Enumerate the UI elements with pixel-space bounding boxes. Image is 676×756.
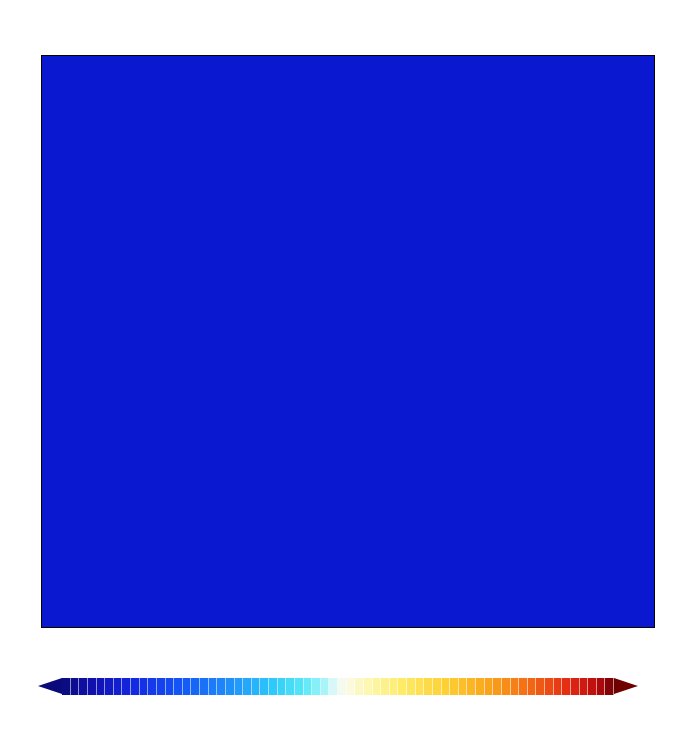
colorbar-segment [476, 678, 485, 695]
colorbar-segment [70, 678, 80, 695]
colorbar-segment [596, 678, 606, 695]
colorbar-segment [493, 678, 502, 695]
colorbar-segment [527, 678, 537, 695]
colorbar-segment [407, 678, 416, 695]
colorbar-segment [105, 678, 114, 695]
colorbar-segment [519, 678, 528, 695]
colorbar-segment [579, 678, 589, 695]
colorbar-segment [200, 678, 209, 695]
colorbar-segment [269, 678, 278, 695]
colorbar-segment [165, 678, 175, 695]
colorbar-segment [338, 678, 347, 695]
colorbar-over-cap [614, 678, 638, 694]
colorbar-segment [208, 678, 218, 695]
colorbar-segment [320, 678, 330, 695]
colorbar-segment [294, 678, 304, 695]
colorbar-segment [510, 678, 520, 695]
colorbar-segment [139, 678, 149, 695]
colorbar-segment [570, 678, 580, 695]
colorbar-segment [243, 678, 252, 695]
colorbar-segment [355, 678, 364, 695]
temperature-anomaly-field [42, 56, 654, 627]
colorbar-segment [217, 678, 226, 695]
coastline-and-streamline-overlay [42, 56, 655, 628]
colorbar-segment [329, 678, 338, 695]
colorbar-segment [605, 678, 614, 695]
colorbar-segment [62, 678, 71, 695]
colorbar-segment [588, 678, 597, 695]
colorbar-segment [148, 678, 157, 695]
colorbar-gradient [62, 678, 614, 695]
colorbar-segment [545, 678, 554, 695]
colorbar-segment [79, 678, 88, 695]
colorbar-segment [389, 678, 399, 695]
colorbar-segment [251, 678, 261, 695]
colorbar-segment [174, 678, 183, 695]
colorbar-segment [363, 678, 373, 695]
colorbar-segment [441, 678, 451, 695]
colorbar-segment [234, 678, 244, 695]
colorbar-under-cap [38, 678, 62, 694]
colorbar-segment [398, 678, 407, 695]
colorbar-segment [286, 678, 295, 695]
colorbar-segment [96, 678, 106, 695]
colorbar-segment [182, 678, 192, 695]
colorbar-segment [484, 678, 494, 695]
colorbar[interactable] [38, 678, 638, 695]
colorbar-segment [372, 678, 382, 695]
colorbar-segment [260, 678, 269, 695]
colorbar-segment [312, 678, 321, 695]
colorbar-segment [131, 678, 140, 695]
colorbar-segment [424, 678, 433, 695]
colorbar-segment [415, 678, 425, 695]
colorbar-segment [450, 678, 459, 695]
colorbar-segment [467, 678, 476, 695]
colorbar-segment [381, 678, 390, 695]
colorbar-segment [536, 678, 545, 695]
colorbar-segment [191, 678, 200, 695]
colorbar-segment [553, 678, 563, 695]
colorbar-segment [458, 678, 468, 695]
colorbar-segment [501, 678, 511, 695]
colorbar-segment [277, 678, 287, 695]
colorbar-segment [87, 678, 97, 695]
colorbar-segment [346, 678, 356, 695]
colorbar-segment [122, 678, 131, 695]
colorbar-segment [113, 678, 123, 695]
colorbar-segment [225, 678, 235, 695]
map-plot-area[interactable] [41, 55, 655, 628]
colorbar-segment [562, 678, 571, 695]
colorbar-segment [303, 678, 313, 695]
colorbar-segment [156, 678, 166, 695]
colorbar-segment [432, 678, 442, 695]
